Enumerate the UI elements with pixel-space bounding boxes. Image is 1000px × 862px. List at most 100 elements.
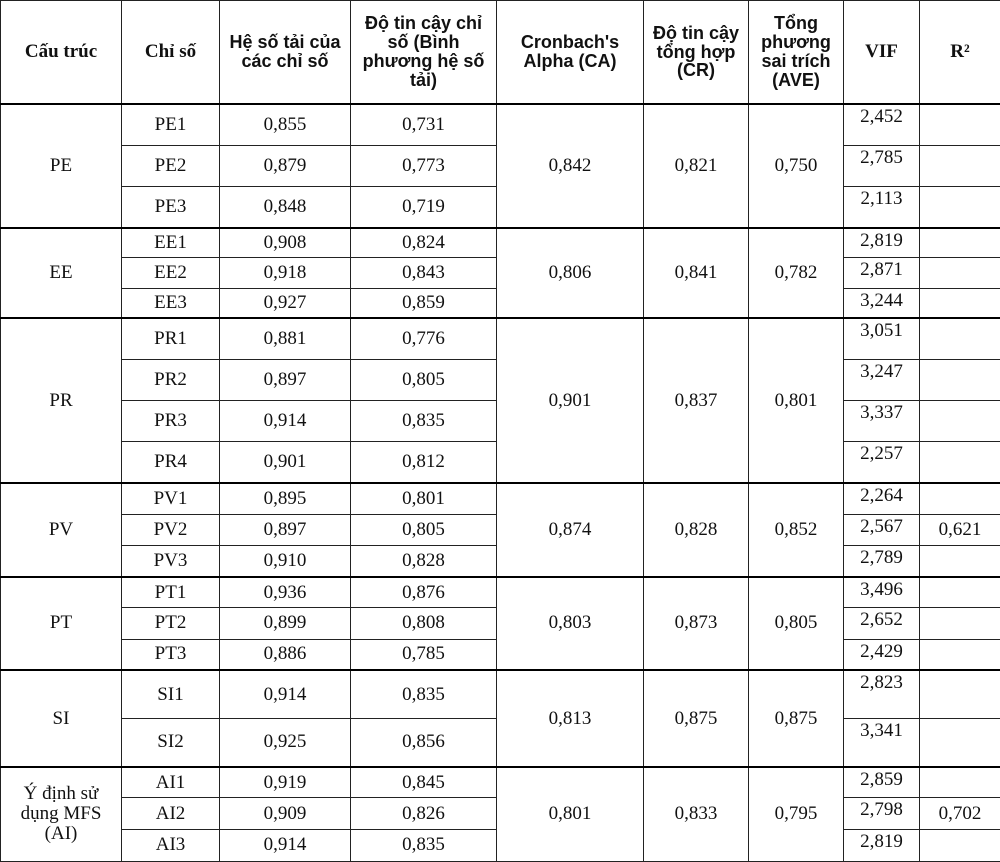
- r2-cell: [919, 482, 1000, 515]
- r2-cell: [919, 358, 1000, 402]
- cr-cell: 0,833: [643, 765, 749, 862]
- vif-cell: 2,567: [843, 513, 920, 547]
- reliability-cell: 0,805: [350, 358, 497, 402]
- vif-cell: 2,823: [843, 669, 920, 719]
- loading-cell: 0,925: [219, 717, 351, 768]
- vif-cell: 3,496: [843, 575, 920, 609]
- reliability-cell: 0,835: [350, 400, 497, 443]
- reliability-cell: 0,776: [350, 317, 497, 360]
- header-loading: Hệ số tải của các chỉ số: [219, 0, 351, 105]
- ca-cell: 0,806: [496, 226, 644, 319]
- r2-cell: [919, 717, 1000, 768]
- loading-cell: 0,914: [219, 400, 351, 443]
- ave-cell: 0,805: [748, 575, 844, 671]
- vif-cell: 2,429: [843, 638, 920, 671]
- indicator-cell: SI1: [121, 669, 220, 719]
- indicator-cell: EE3: [121, 287, 220, 319]
- cr-cell: 0,828: [643, 482, 749, 578]
- table-row: PR PR1 0,881 0,776 0,901 0,837 0,801 3,051: [0, 317, 1000, 484]
- vif-cell: 3,341: [843, 717, 920, 768]
- r2-cell: [919, 317, 1000, 360]
- header-r2: R²: [919, 0, 1000, 105]
- r2-cell: [919, 441, 1000, 484]
- table-row: SI SI1 0,914 0,835 0,813 0,875 0,875 2,823: [0, 669, 1000, 768]
- table-row: PV2 0,897 0,805 2,567 0,621: [1, 513, 1000, 547]
- indicator-cell: AI3: [121, 828, 220, 862]
- table-row: PE2 0,879 0,773 2,785: [1, 144, 1000, 187]
- r2-cell: [919, 669, 1000, 719]
- table-row: EE2 0,918 0,843 2,871: [1, 257, 1000, 289]
- reliability-cell: 0,835: [350, 669, 497, 719]
- indicator-cell: PE3: [121, 185, 220, 229]
- ave-cell: 0,875: [748, 669, 844, 768]
- vif-cell: 2,264: [843, 482, 920, 515]
- ave-cell: 0,852: [748, 482, 844, 578]
- vif-cell: 3,244: [843, 287, 920, 319]
- ca-cell: 0,874: [496, 482, 644, 578]
- reliability-cell: 0,824: [350, 226, 497, 259]
- table-row: PT2 0,899 0,808 2,652: [1, 607, 1000, 640]
- r2-cell: 0,702: [919, 797, 1000, 830]
- loading-cell: 0,897: [219, 513, 351, 547]
- table-row: AI2 0,909 0,826 2,798 0,702: [1, 797, 1000, 830]
- r2-cell: [919, 575, 1000, 609]
- structure-cell: PR: [0, 317, 122, 484]
- indicator-cell: AI2: [121, 797, 220, 830]
- r2-cell: [919, 102, 1000, 146]
- loading-cell: 0,914: [219, 828, 351, 862]
- r2-cell: [919, 828, 1000, 862]
- structure-cell: SI: [0, 669, 122, 768]
- reliability-cell: 0,876: [350, 575, 497, 609]
- vif-cell: 3,247: [843, 358, 920, 402]
- indicator-cell: PR1: [121, 317, 220, 360]
- reliability-cell: 0,859: [350, 287, 497, 319]
- ca-cell: 0,842: [496, 103, 644, 229]
- indicator-cell: PV2: [121, 513, 220, 547]
- r2-cell: [919, 144, 1000, 187]
- table-row: PT3 0,886 0,785 2,429: [1, 638, 1000, 671]
- loading-cell: 0,914: [219, 669, 351, 719]
- r2-cell: [919, 287, 1000, 319]
- table-row: PT PT1 0,936 0,876 0,803 0,873 0,805 3,496: [0, 575, 1000, 671]
- indicator-cell: PV1: [121, 482, 220, 515]
- header-cr: Độ tin cậy tổng hợp (CR): [643, 0, 749, 105]
- vif-cell: 2,785: [843, 144, 920, 187]
- ave-cell: 0,782: [748, 226, 844, 319]
- indicator-cell: SI2: [121, 717, 220, 768]
- structure-cell: PE: [0, 103, 122, 229]
- ca-cell: 0,801: [496, 765, 644, 862]
- loading-cell: 0,855: [219, 102, 351, 146]
- r2-cell: [919, 765, 1000, 799]
- header-structure: Cấu trúc: [0, 0, 122, 105]
- r2-cell: [919, 544, 1000, 578]
- r2-cell: [919, 400, 1000, 443]
- vif-cell: 2,789: [843, 544, 920, 578]
- vif-cell: 3,337: [843, 400, 920, 443]
- header-indicator: Chỉ số: [121, 0, 220, 105]
- indicator-cell: PR2: [121, 358, 220, 402]
- ca-cell: 0,803: [496, 575, 644, 671]
- cr-cell: 0,837: [643, 317, 749, 484]
- reliability-cell: 0,731: [350, 102, 497, 146]
- loading-cell: 0,909: [219, 797, 351, 830]
- loading-cell: 0,881: [219, 317, 351, 360]
- structure-cell: Ý định sử dụng MFS (AI): [0, 765, 122, 862]
- r2-cell: [919, 257, 1000, 289]
- vif-cell: 2,452: [843, 102, 920, 146]
- loading-cell: 0,886: [219, 638, 351, 671]
- indicator-cell: PT1: [121, 575, 220, 609]
- loading-cell: 0,897: [219, 358, 351, 402]
- indicator-cell: EE1: [121, 226, 220, 259]
- vif-cell: 2,257: [843, 441, 920, 484]
- indicator-cell: PE1: [121, 102, 220, 146]
- vif-cell: 2,652: [843, 607, 920, 640]
- vif-cell: 2,819: [843, 226, 920, 259]
- ave-cell: 0,801: [748, 317, 844, 484]
- reliability-cell: 0,808: [350, 607, 497, 640]
- reliability-cell: 0,785: [350, 638, 497, 671]
- cr-cell: 0,873: [643, 575, 749, 671]
- vif-cell: 2,819: [843, 828, 920, 862]
- header-ave: Tổng phương sai trích (AVE): [748, 0, 844, 105]
- loading-cell: 0,908: [219, 226, 351, 259]
